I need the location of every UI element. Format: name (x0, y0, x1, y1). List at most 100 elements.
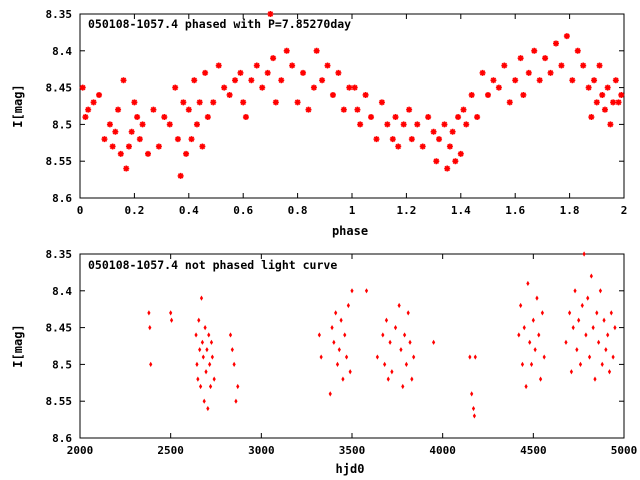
phased-title: 050108-1057.4 phased with P=7.85270day (88, 17, 351, 31)
unphased-data-point (209, 339, 214, 345)
phased-data-point (495, 84, 502, 91)
unphased-data-point (473, 354, 477, 360)
phased-x-tick-label: 0.4 (179, 204, 199, 217)
unphased-data-point (339, 317, 343, 323)
unphased-data-point (598, 288, 603, 294)
unphased-data-point (569, 369, 574, 375)
phased-x-tick-label: 1.6 (505, 204, 525, 217)
phased-data-point (131, 99, 138, 106)
phased-data-point (177, 172, 184, 179)
phased-data-point (479, 69, 486, 76)
phased-data-point (300, 69, 307, 76)
phased-data-point (96, 91, 103, 98)
phased-data-point (455, 114, 462, 121)
unphased-data-point (517, 332, 521, 338)
phased-data-point (139, 121, 146, 128)
unphased-data-point (328, 391, 332, 397)
phased-data-point (196, 99, 203, 106)
unphased-x-tick-label: 4500 (520, 444, 547, 457)
phased-data-point (558, 62, 565, 69)
phased-data-point (215, 62, 222, 69)
unphased-data-point (337, 347, 341, 353)
unphased-data-point (390, 369, 394, 375)
unphased-data-point (578, 361, 583, 367)
phased-data-point (436, 136, 443, 143)
unphased-data-point (524, 383, 528, 390)
unphased-data-point (232, 361, 236, 367)
unphased-data-point (580, 302, 584, 309)
phased-data-point (460, 106, 467, 113)
unphased-data-point (397, 302, 401, 309)
unphased-data-point (595, 310, 599, 316)
phased-y-tick-label: 8.55 (46, 155, 73, 168)
unphased-data-point (195, 361, 199, 367)
phased-data-point (272, 99, 279, 106)
phased-x-tick-label: 1.8 (560, 204, 580, 217)
unphased-data-point (334, 310, 338, 316)
unphased-data-point (537, 332, 541, 338)
phased-data-point (346, 84, 353, 91)
phased-data-point (452, 158, 459, 165)
unphased-data-point (611, 354, 615, 360)
phased-data-point (259, 84, 266, 91)
unphased-data-point (587, 354, 592, 360)
unphased-data-point (393, 325, 398, 331)
unphased-data-point (364, 288, 369, 294)
unphased-y-axis-title: I[mag] (11, 324, 25, 367)
phased-data-point (457, 150, 464, 157)
phased-data-point (378, 99, 385, 106)
unphased-y-tick-label: 8.4 (52, 285, 72, 298)
unphased-data-point (593, 376, 597, 382)
phased-data-point (580, 62, 587, 69)
phased-data-point (373, 136, 380, 143)
phased-data-point (155, 143, 162, 150)
phased-data-point (85, 106, 92, 113)
unphased-data-point (330, 325, 334, 331)
unphased-data-point (208, 361, 212, 367)
unphased-data-point (602, 317, 606, 323)
phased-x-tick-label: 0.8 (288, 204, 308, 217)
unphased-data-point (470, 391, 474, 397)
phased-data-point (517, 55, 524, 62)
unphased-data-point (341, 376, 345, 382)
phased-x-tick-label: 1.2 (396, 204, 416, 217)
unphased-data-point (210, 354, 214, 360)
unphased-data-point (206, 405, 210, 412)
phased-data-point (210, 99, 217, 106)
phased-y-axis-title: I[mag] (11, 84, 25, 127)
unphased-x-axis-title: hjd0 (336, 462, 365, 476)
unphased-data-point (401, 383, 405, 390)
unphased-x-tick-label: 4000 (429, 444, 456, 457)
unphased-data-point (406, 310, 410, 316)
phased-data-point (512, 77, 519, 84)
phased-data-point (101, 136, 108, 143)
phased-data-point (240, 99, 247, 106)
unphased-data-point (528, 339, 532, 345)
phased-data-point (490, 77, 497, 84)
phased-data-point (357, 121, 364, 128)
unphased-data-point (384, 317, 389, 323)
unphased-data-point (535, 295, 539, 301)
phased-x-tick-label: 0 (77, 204, 84, 217)
unphased-data-point (149, 361, 153, 367)
unphased-data-point (350, 288, 354, 294)
phased-data-point (585, 84, 592, 91)
unphased-data-point (201, 354, 205, 360)
phased-data-point (128, 128, 135, 135)
phased-y-tick-label: 8.35 (46, 8, 73, 21)
unphased-data-point (386, 376, 390, 382)
phased-data-point (204, 114, 211, 121)
unphased-title: 050108-1057.4 not phased light curve (88, 258, 337, 272)
phased-data-point (588, 114, 595, 121)
unphased-data-point (148, 325, 152, 331)
phased-data-point (474, 114, 481, 121)
phased-data-point (591, 77, 598, 84)
unphased-data-point (230, 347, 234, 353)
phased-data-point (199, 143, 206, 150)
phased-data-point (433, 158, 440, 165)
phased-data-point (525, 69, 532, 76)
phased-data-point (313, 47, 320, 54)
phased-data-point (599, 91, 606, 98)
phased-data-point (335, 69, 342, 76)
